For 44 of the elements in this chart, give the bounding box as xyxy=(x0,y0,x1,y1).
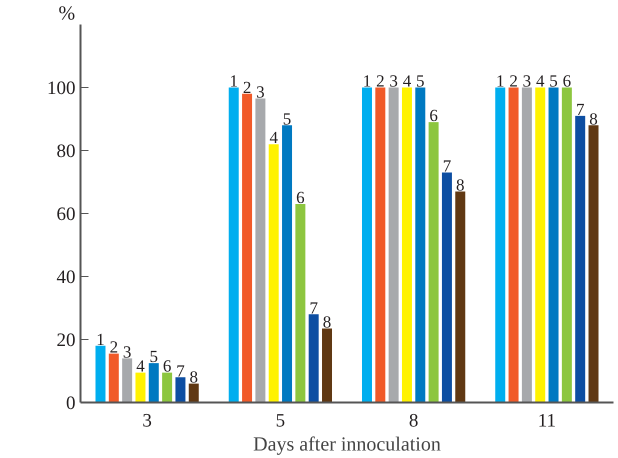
category-label: 3 xyxy=(389,72,398,90)
category-label: 5 xyxy=(416,72,425,90)
category-label: 5 xyxy=(549,72,558,90)
category-label: 3 xyxy=(522,72,532,90)
series-label: 4 xyxy=(136,356,146,376)
y-tick-label: 80 xyxy=(56,141,76,162)
text: 3 xyxy=(256,82,265,102)
text: 7 xyxy=(309,298,318,318)
series-label: 1 xyxy=(96,330,105,349)
series-label: 8 xyxy=(190,368,198,387)
category-label: 8 xyxy=(589,109,598,128)
y-axis-title: % xyxy=(58,2,76,24)
text: 6 xyxy=(562,72,572,90)
y-tick-label: 100 xyxy=(47,78,76,99)
series-label: 6 xyxy=(162,356,172,376)
text: 2 xyxy=(376,72,385,90)
text: 4 xyxy=(402,72,412,90)
text: 1 xyxy=(496,72,504,90)
y-tick-label: 20 xyxy=(56,330,76,351)
series-label: 2 xyxy=(509,72,518,90)
series-label: 5 xyxy=(150,347,158,366)
x-axis-title: Days after innoculation xyxy=(253,434,441,456)
text: 2 xyxy=(110,338,118,357)
category-label: 8 xyxy=(456,175,465,194)
text: 4 xyxy=(536,72,544,90)
text: 1 xyxy=(229,72,238,90)
y-tick-label: 0 xyxy=(66,393,76,414)
text: 4 xyxy=(269,128,278,148)
series-label: 7 xyxy=(576,100,585,119)
x-tick-label: 5 xyxy=(276,410,286,432)
x-tick-label: 8 xyxy=(408,410,418,432)
x-tick-label: 3 xyxy=(142,410,152,432)
text: 7 xyxy=(442,156,452,176)
text: 6 xyxy=(429,106,438,126)
y-tick-label: 60 xyxy=(56,204,76,225)
text: 5 xyxy=(282,109,292,128)
series-label: 3 xyxy=(122,342,132,362)
x-tick-label: 11 xyxy=(538,410,556,432)
text: 8 xyxy=(322,312,332,332)
text: 2 xyxy=(242,78,252,97)
text: 7 xyxy=(176,361,185,380)
text: 6 xyxy=(296,188,305,208)
text: 1 xyxy=(362,72,372,90)
y-tick-label: 40 xyxy=(56,267,76,288)
